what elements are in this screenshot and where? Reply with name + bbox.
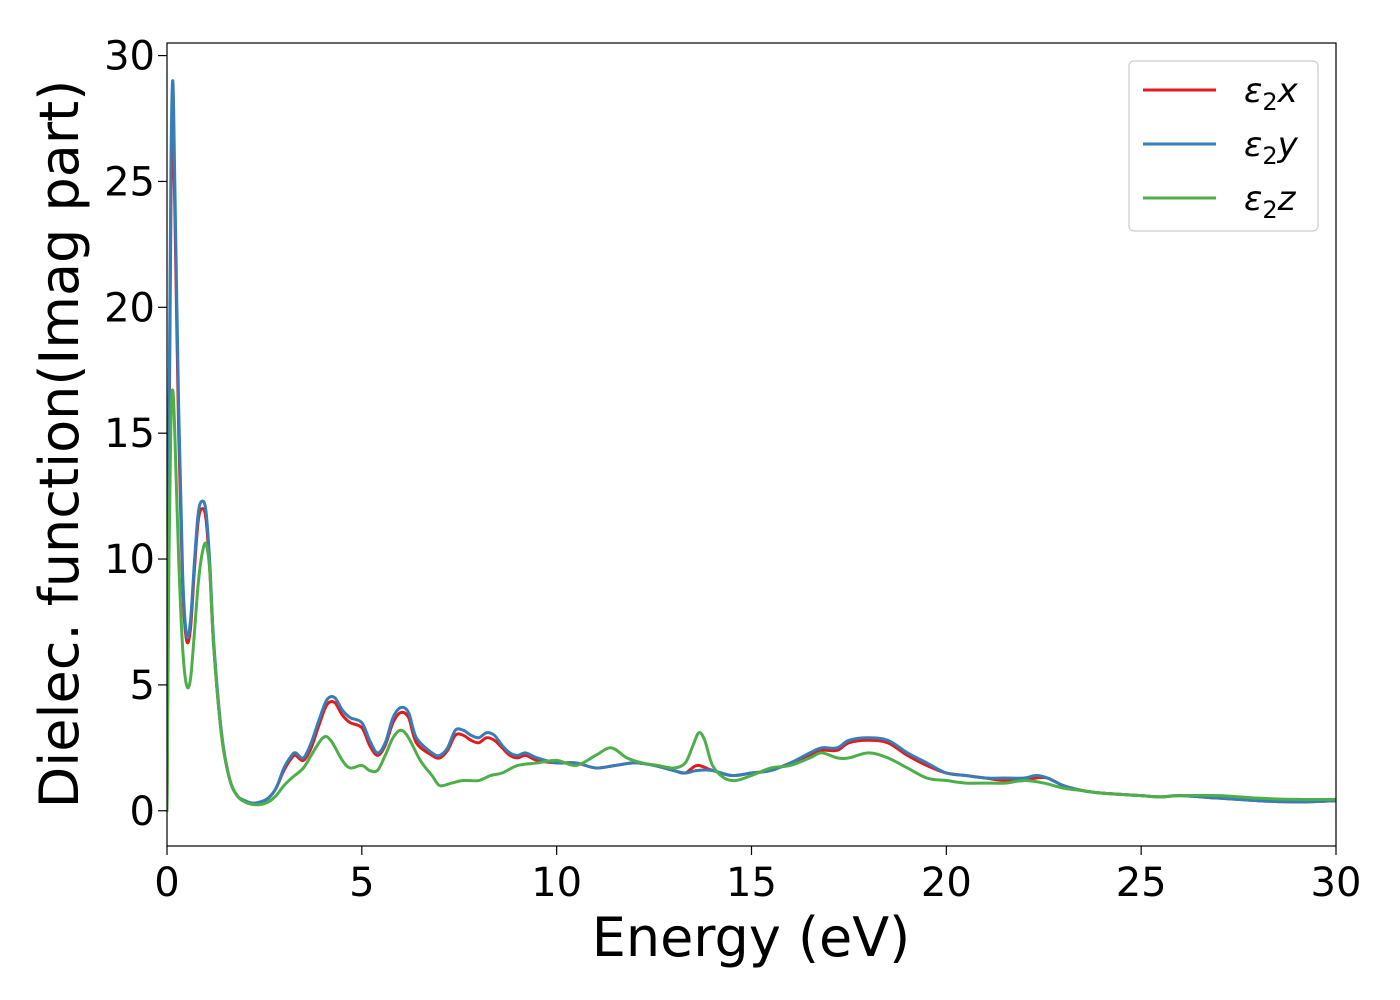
x-tick-label: 0 [154, 860, 179, 906]
x-axis: 0 5 10 15 20 25 30 [154, 846, 1361, 906]
x-tick-label: 5 [349, 860, 374, 906]
x-tick-label: 15 [726, 860, 777, 906]
series-line-z [167, 388, 1336, 813]
legend-label-y: ε2y [1244, 125, 1299, 170]
series-layer [167, 79, 1336, 813]
x-axis-title: Energy (eV) [592, 906, 911, 969]
x-tick-label: 20 [921, 860, 972, 906]
y-axis-title: Dielec. function(Imag part) [28, 80, 91, 809]
legend-box [1128, 60, 1319, 232]
x-tick-label: 30 [1311, 860, 1362, 906]
y-tick-label: 20 [104, 285, 155, 331]
y-tick-label: 0 [130, 789, 155, 835]
legend-label-z: ε2z [1244, 179, 1297, 224]
legend-label-x: ε2x [1244, 71, 1299, 116]
y-tick-label: 30 [104, 34, 155, 80]
y-tick-label: 15 [104, 411, 155, 457]
y-axis: 0 5 10 15 20 25 30 [104, 34, 167, 835]
y-tick-label: 25 [104, 159, 155, 205]
y-tick-label: 10 [104, 537, 155, 583]
y-tick-label: 5 [130, 663, 155, 709]
x-tick-label: 25 [1116, 860, 1167, 906]
x-tick-label: 10 [531, 860, 582, 906]
legend: ε2x ε2y ε2z [1128, 60, 1319, 232]
series-line-y [167, 79, 1336, 813]
